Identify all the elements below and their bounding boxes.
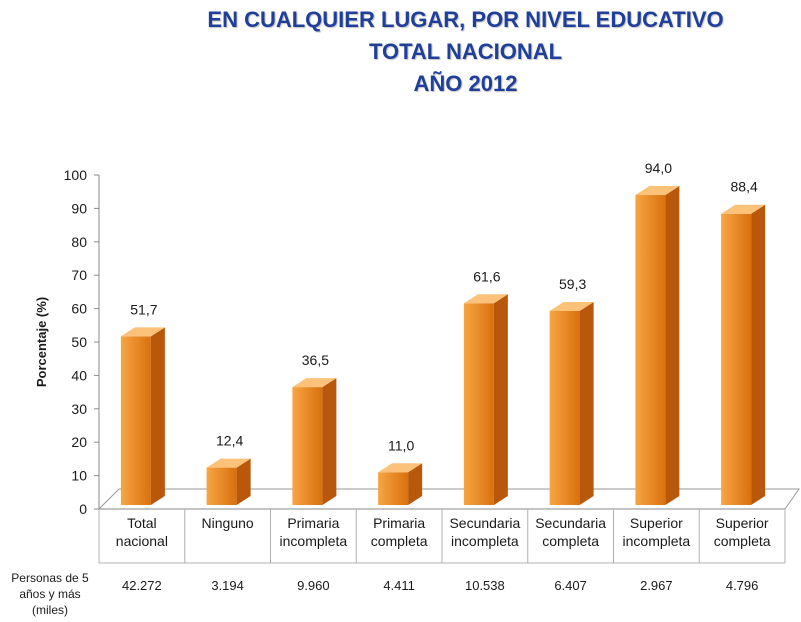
bar-front bbox=[463, 303, 494, 505]
bar-top bbox=[463, 294, 508, 304]
bar-top bbox=[635, 186, 680, 196]
bar-top bbox=[292, 378, 337, 388]
data-label: 51,7 bbox=[130, 301, 157, 317]
chart-bars bbox=[120, 186, 766, 506]
bar bbox=[378, 463, 423, 505]
bar bbox=[721, 204, 766, 505]
bar bbox=[292, 378, 337, 505]
bar-top bbox=[378, 463, 423, 473]
category-label: Secundaria bbox=[449, 515, 520, 531]
bar bbox=[463, 294, 508, 505]
bar-top bbox=[206, 458, 251, 468]
footer-value: 4.411 bbox=[383, 578, 415, 593]
y-tick-label: 80 bbox=[71, 234, 87, 250]
category-label: completa bbox=[371, 533, 428, 549]
title-line-2: TOTAL NACIONAL bbox=[368, 39, 563, 64]
category-label: incompleta bbox=[451, 533, 519, 549]
bar-front bbox=[206, 467, 237, 505]
footer-value: 6.407 bbox=[554, 578, 587, 593]
y-tick-label: 90 bbox=[71, 200, 87, 216]
chart-labels: 51,7 Total nacional 12,4 Ninguno 36,5 Primaria… bbox=[116, 160, 771, 549]
chart-footer-table: 42.272 3.194 9.960 4.411 10.538 6.407 2.967 4.7… bbox=[11, 509, 786, 617]
data-label: 12,4 bbox=[216, 433, 243, 449]
footer-row-label: (miles) bbox=[32, 603, 68, 617]
data-label: 36,5 bbox=[302, 352, 329, 368]
category-label: Primaria bbox=[373, 515, 425, 531]
bar-top bbox=[549, 301, 594, 311]
bar-side bbox=[408, 463, 423, 505]
category-label: Superior bbox=[716, 515, 769, 531]
title-line-1: EN CUALQUIER LUGAR, POR NIVEL EDUCATIVO bbox=[207, 7, 724, 32]
bar-front bbox=[378, 472, 409, 505]
bar-front bbox=[292, 387, 323, 505]
y-tick-label: 50 bbox=[71, 334, 87, 350]
category-label: Total bbox=[127, 515, 157, 531]
footer-value: 9.960 bbox=[297, 578, 330, 593]
category-label: nacional bbox=[116, 533, 168, 549]
y-tick-label: 100 bbox=[64, 167, 88, 183]
bar bbox=[120, 327, 165, 505]
bar-front bbox=[120, 336, 151, 505]
y-tick-label: 70 bbox=[71, 267, 87, 283]
category-label: Ninguno bbox=[202, 515, 254, 531]
y-tick-label: 0 bbox=[79, 501, 87, 517]
category-label: completa bbox=[714, 533, 771, 549]
bar bbox=[635, 186, 680, 506]
y-axis-title: Porcentaje (%) bbox=[34, 297, 49, 387]
category-label: Superior bbox=[630, 515, 683, 531]
footer-row-label: años y más bbox=[19, 587, 80, 601]
category-label: incompleta bbox=[623, 533, 691, 549]
bar bbox=[549, 301, 594, 505]
y-tick-label: 20 bbox=[71, 434, 87, 450]
bar-top bbox=[120, 327, 165, 337]
bar-side bbox=[322, 378, 337, 505]
data-label: 11,0 bbox=[388, 437, 414, 453]
chart-floor bbox=[97, 488, 800, 510]
category-label: completa bbox=[542, 533, 599, 549]
footer-row-label: Personas de 5 bbox=[11, 571, 89, 585]
y-tick-label: 30 bbox=[71, 401, 87, 417]
data-label: 94,0 bbox=[645, 160, 672, 176]
bar-side bbox=[665, 186, 680, 506]
data-label: 59,3 bbox=[559, 276, 586, 292]
bar-side bbox=[236, 458, 251, 505]
footer-value: 4.796 bbox=[726, 578, 759, 593]
footer-value: 10.538 bbox=[465, 578, 505, 593]
y-tick-label: 60 bbox=[71, 301, 87, 317]
bar-top bbox=[721, 204, 766, 214]
bar-front bbox=[635, 195, 666, 506]
bar-side bbox=[579, 301, 594, 505]
footer-value: 3.194 bbox=[211, 578, 244, 593]
data-label: 88,4 bbox=[731, 179, 758, 195]
footer-value: 42.272 bbox=[122, 578, 162, 593]
footer-value: 2.967 bbox=[640, 578, 673, 593]
bar bbox=[206, 458, 251, 505]
chart-title: EN CUALQUIER LUGAR, POR NIVEL EDUCATIVO … bbox=[0, 4, 801, 100]
y-tick-label: 10 bbox=[71, 468, 87, 484]
y-tick-label: 40 bbox=[71, 367, 87, 383]
data-label: 61,6 bbox=[473, 268, 500, 284]
bar-front bbox=[549, 310, 580, 505]
title-line-3: AÑO 2012 bbox=[413, 71, 518, 96]
bar-front bbox=[721, 213, 752, 505]
category-label: Primaria bbox=[287, 515, 339, 531]
bar-side bbox=[751, 204, 766, 505]
bar-side bbox=[493, 294, 508, 505]
category-label: incompleta bbox=[280, 533, 348, 549]
bar-side bbox=[150, 327, 165, 505]
category-label: Secundaria bbox=[535, 515, 606, 531]
chart-axes: 0 10 20 30 40 50 60 70 80 90 100 Porcentaje (%) bbox=[34, 167, 800, 517]
